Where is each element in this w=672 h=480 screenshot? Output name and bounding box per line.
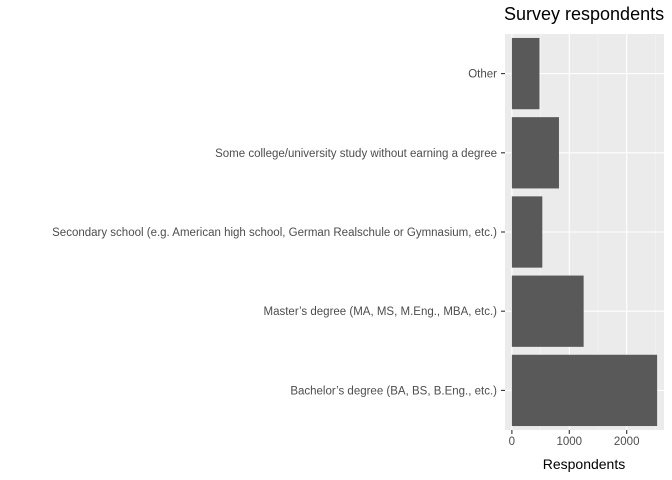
x-axis-title: Respondents	[543, 456, 626, 472]
y-tick-label: Other	[468, 69, 497, 81]
y-axis: Bachelor’s degree (BA, BS, B.Eng., etc.)…	[52, 69, 505, 397]
y-tick-label: Bachelor’s degree (BA, BS, B.Eng., etc.)	[290, 385, 497, 397]
bar	[511, 196, 543, 268]
x-axis: 0 1000 2000	[509, 430, 640, 448]
bar	[511, 117, 559, 189]
x-tick-label: 0	[509, 436, 515, 448]
chart-title: Survey respondents	[504, 4, 664, 24]
x-tick-label: 1000	[556, 436, 582, 448]
x-tick-label: 2000	[614, 436, 640, 448]
bar	[511, 37, 540, 110]
y-tick-label: Secondary school (e.g. American high sch…	[52, 227, 497, 239]
y-tick-label: Master’s degree (MA, MS, M.Eng., MBA, et…	[264, 306, 498, 318]
bar	[511, 275, 584, 347]
y-tick-label: Some college/university study without ea…	[215, 148, 497, 160]
bar	[511, 354, 658, 427]
bars	[511, 37, 658, 427]
